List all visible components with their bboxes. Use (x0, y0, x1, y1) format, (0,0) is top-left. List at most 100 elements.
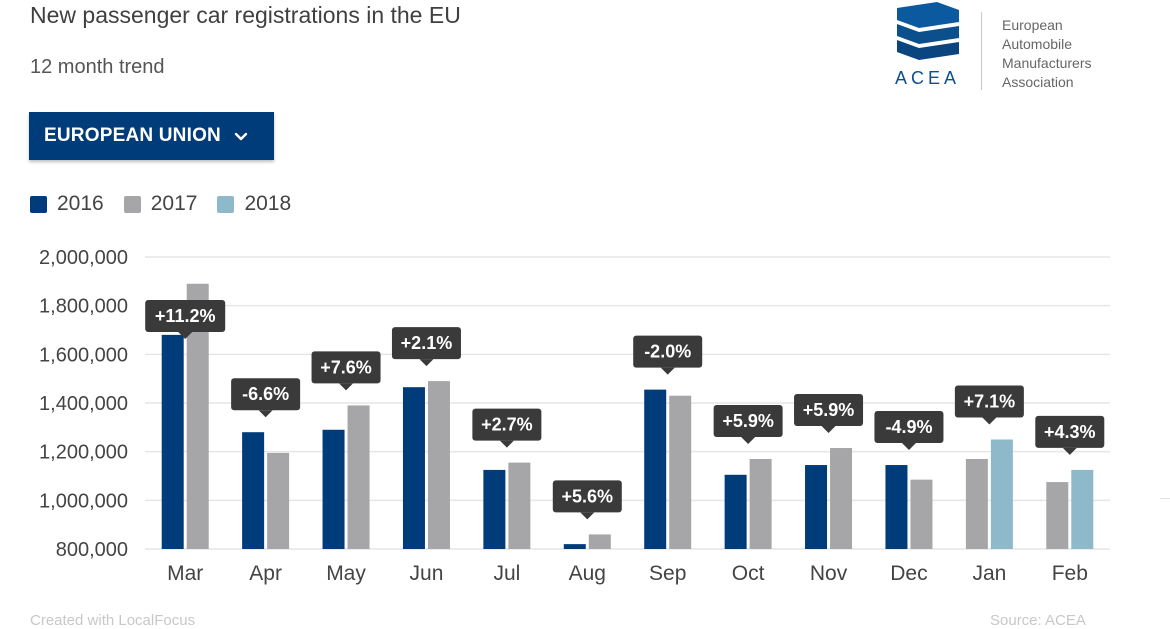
acea-name-line: Manufacturers (1002, 55, 1092, 71)
legend-swatch-2017 (123, 195, 141, 213)
page-edge-line (1160, 498, 1170, 499)
bar-2016-oct (724, 474, 747, 549)
x-tick-label: Dec (890, 562, 927, 585)
legend-swatch-2018 (217, 195, 235, 213)
change-label-box (713, 404, 783, 437)
change-label: +4.3% (1035, 415, 1105, 455)
legend-label-2017: 2017 (150, 192, 198, 215)
x-tick-label: Aug (569, 562, 606, 585)
bar-2016-jul (483, 469, 506, 549)
bar-2018-feb (1071, 469, 1094, 549)
bar-2017-may (347, 405, 370, 549)
change-label-pointer (1062, 447, 1077, 455)
change-label: -4.9% (874, 411, 944, 451)
bar-2017-jun (427, 381, 450, 549)
legend-item-2016[interactable]: 2016 (30, 192, 104, 216)
change-label-pointer (901, 443, 916, 451)
y-tick-label: 1,800,000 (39, 296, 128, 318)
bar-2017-oct (749, 458, 772, 549)
change-label-pointer (580, 512, 595, 520)
x-tick-label: Apr (249, 562, 282, 585)
acea-name-line: Automobile (1002, 36, 1073, 52)
region-dropdown[interactable]: EUROPEAN UNION (29, 112, 274, 160)
y-tick-label: 1,200,000 (39, 442, 128, 464)
bar-2017-jan (965, 458, 988, 549)
change-label: +5.6% (552, 480, 622, 520)
bar-2017-sep (669, 395, 692, 549)
change-label-text: +5.9% (803, 400, 855, 420)
source-credit: Source: ACEA (990, 612, 1086, 629)
legend-item-2018[interactable]: 2018 (217, 192, 291, 216)
y-tick-label: 1,400,000 (39, 393, 128, 415)
x-tick-label: Sep (649, 562, 686, 585)
x-tick-label: Oct (732, 562, 765, 585)
bar-2016-apr (242, 432, 265, 549)
change-label-text: +7.1% (964, 392, 1016, 412)
chevron-down-icon (233, 128, 249, 144)
bar-2017-feb (1046, 482, 1069, 549)
region-dropdown-label: EUROPEAN UNION (44, 125, 221, 146)
legend-item-2017[interactable]: 2017 (123, 192, 198, 216)
bar-2016-mar (161, 334, 184, 549)
bar-2018-jan (990, 439, 1013, 549)
chart-legend: 2016 2017 2018 (30, 192, 311, 216)
legend-label-2016: 2016 (57, 192, 104, 215)
change-label-text: -4.9% (885, 417, 932, 437)
x-tick-label: Jun (410, 562, 444, 585)
bar-2017-nov (830, 448, 853, 549)
change-label-box (311, 351, 381, 384)
x-tick-label: Feb (1052, 562, 1088, 585)
change-label-box (472, 408, 542, 441)
bar-2017-dec (910, 479, 933, 549)
acea-name-line: Association (1002, 74, 1074, 90)
change-label-box (874, 411, 944, 444)
change-label-pointer (741, 436, 756, 444)
change-label-box (552, 480, 622, 513)
x-tick-label: Mar (167, 562, 203, 585)
change-label-text: +2.1% (401, 333, 453, 353)
x-tick-label: May (326, 562, 366, 585)
y-tick-label: 1,600,000 (39, 344, 128, 366)
change-label-pointer (982, 417, 997, 425)
chart-title: New passenger car registrations in the E… (30, 2, 461, 28)
change-label: +7.1% (954, 385, 1024, 425)
bar-2016-jun (402, 387, 425, 549)
acea-name-line: European (1002, 17, 1063, 33)
created-with-credit[interactable]: Created with LocalFocus (30, 612, 196, 629)
change-label-pointer (258, 410, 273, 418)
change-label-box (794, 394, 864, 427)
change-label-box (633, 335, 703, 368)
bar-2017-aug (588, 534, 611, 549)
change-label: +5.9% (713, 404, 783, 444)
x-tick-label: Jul (493, 562, 520, 585)
y-tick-label: 1,000,000 (39, 490, 128, 512)
change-label: +2.1% (391, 327, 461, 367)
change-label-text: -6.6% (242, 384, 289, 404)
logo-divider (981, 12, 982, 90)
acea-acronym: ACEA (895, 68, 961, 88)
bar-2017-jul (508, 462, 531, 549)
change-label-box (391, 327, 461, 360)
legend-label-2018: 2018 (244, 192, 292, 215)
change-label-text: +5.6% (562, 486, 614, 506)
bar-2016-nov (805, 465, 828, 549)
change-label-box (1035, 415, 1105, 448)
change-label-text: -2.0% (644, 342, 691, 362)
change-label: +5.9% (794, 394, 864, 434)
acea-full-name: European Automobile Manufacturers Associ… (1002, 16, 1091, 92)
change-label: +11.2% (145, 300, 226, 339)
x-tick-label: Nov (810, 562, 848, 585)
change-label: -2.0% (633, 335, 703, 375)
change-label-pointer (821, 426, 836, 434)
change-label-text: +4.3% (1044, 422, 1096, 442)
bar-2016-aug (563, 544, 586, 549)
change-label-pointer (178, 332, 193, 339)
acea-logo-icon (897, 2, 959, 60)
change-label-pointer (419, 359, 434, 367)
bar-2016-dec (885, 465, 908, 549)
change-label: +2.7% (472, 408, 542, 448)
change-label-box (954, 385, 1024, 418)
chart-subtitle: 12 month trend (30, 56, 165, 78)
legend-swatch-2016 (30, 195, 47, 213)
